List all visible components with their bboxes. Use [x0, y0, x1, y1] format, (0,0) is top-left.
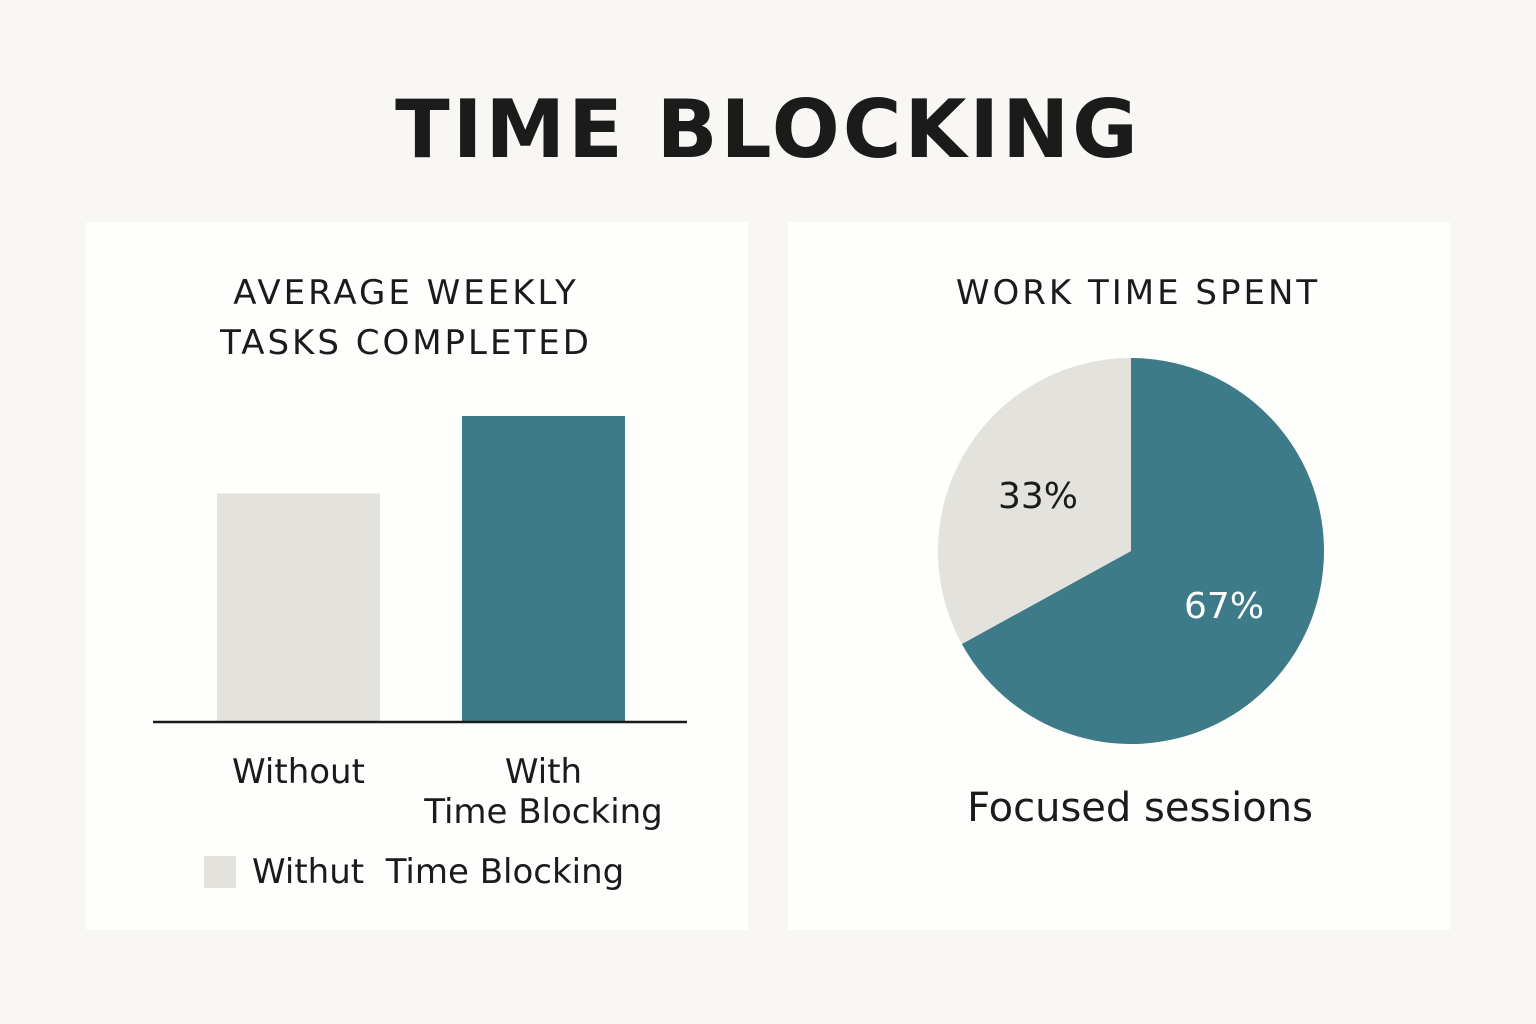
- bar-category-label-without-line-1: Without: [232, 752, 365, 792]
- bar-chart-panel: AVERAGE WEEKLY TASKS COMPLETED Without W…: [86, 222, 748, 930]
- bar-chart-legend: Withut Time Blocking: [204, 852, 624, 892]
- page-title: TIME BLOCKING: [395, 83, 1141, 176]
- bar-category-label-without: Without: [149, 752, 449, 792]
- bar-category-label-with: With Time Blocking: [394, 752, 694, 832]
- legend-label: Withut Time Blocking: [252, 852, 625, 892]
- pie-slice-33-label: 33%: [998, 476, 1078, 517]
- bar-category-label-with-line-1: With: [504, 752, 583, 792]
- pie-slice-33: [938, 358, 1131, 644]
- pie-slice-67-label: 67%: [1184, 586, 1264, 627]
- pie-chart-panel: WORK TIME SPENT 67% 33% Focused sessions: [788, 222, 1450, 930]
- bar-chart-plot: [153, 416, 687, 724]
- bar-chart-title-line-2: TASKS COMPLETED: [220, 323, 592, 363]
- pie-chart-plot: 67% 33%: [938, 358, 1324, 745]
- legend-swatch: [204, 856, 236, 888]
- bar-without: [217, 493, 380, 722]
- bar-chart-title: AVERAGE WEEKLY TASKS COMPLETED: [86, 268, 726, 368]
- pie-slice-67: [961, 358, 1324, 745]
- bar-chart-title-line-1: AVERAGE WEEKLY: [233, 273, 579, 313]
- bar-with: [462, 416, 625, 722]
- bar-category-label-with-line-2: Time Blocking: [424, 792, 663, 832]
- pie-chart-caption: Focused sessions: [967, 785, 1313, 831]
- pie-chart-title: WORK TIME SPENT: [955, 273, 1321, 313]
